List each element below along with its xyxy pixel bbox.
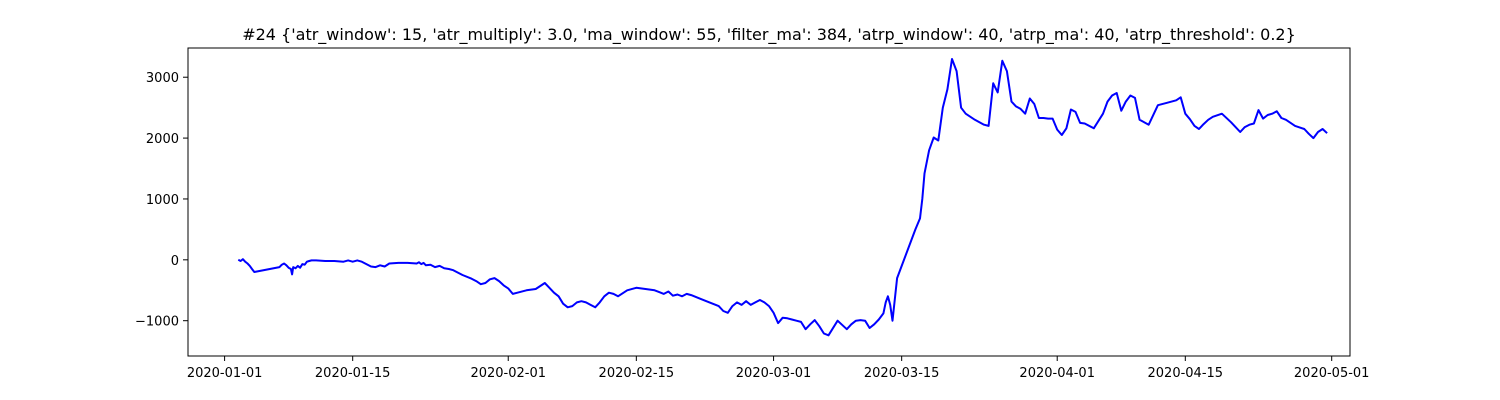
plot-area bbox=[187, 47, 1351, 357]
y-axis: −1000 0 1000 2000 3000 bbox=[135, 71, 188, 330]
x-tick-label: 2020-01-15 bbox=[315, 366, 391, 381]
series-line bbox=[237, 58, 1328, 337]
x-tick-label: 2020-02-01 bbox=[470, 366, 546, 381]
x-axis: 2020-01-01 2020-01-15 2020-02-01 2020-02-15… bbox=[187, 356, 1370, 381]
x-tick-label: 2020-03-01 bbox=[736, 366, 812, 381]
x-tick-label: 2020-05-01 bbox=[1294, 366, 1370, 381]
y-tick-label: 2000 bbox=[146, 132, 179, 147]
y-tick-label: −1000 bbox=[135, 315, 179, 330]
y-tick-label: 0 bbox=[171, 254, 179, 269]
x-tick-label: 2020-02-15 bbox=[599, 366, 675, 381]
x-tick-label: 2020-01-01 bbox=[187, 366, 263, 381]
x-tick-label: 2020-03-15 bbox=[864, 366, 940, 381]
y-tick-label: 1000 bbox=[146, 193, 179, 208]
chart-title: #24 {'atr_window': 15, 'atr_multiply': 3… bbox=[242, 25, 1296, 45]
y-tick-label: 3000 bbox=[146, 71, 179, 86]
x-tick-label: 2020-04-01 bbox=[1019, 366, 1095, 381]
x-tick-label: 2020-04-15 bbox=[1148, 366, 1224, 381]
